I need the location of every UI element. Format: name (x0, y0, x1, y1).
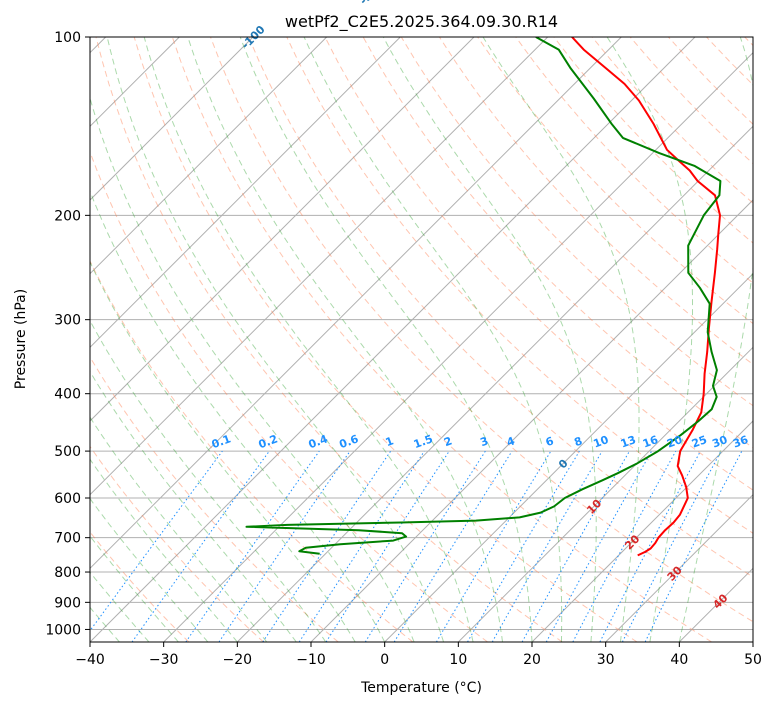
isotherm-line (0, 37, 400, 642)
x-tick-label: 0 (380, 652, 389, 668)
y-tick-label: 600 (54, 491, 81, 507)
dry-adiabat-line (745, 37, 775, 642)
isotherm-line (0, 37, 474, 642)
y-axis-label: Pressure (hPa) (13, 289, 29, 389)
mixing-ratio-label: 13 (619, 433, 638, 450)
isotherm-line (753, 37, 775, 642)
mixing-ratio-label: 2 (442, 434, 454, 449)
x-tick-label: 20 (523, 652, 541, 668)
x-tick-label: −30 (149, 652, 179, 668)
x-tick-label: −20 (223, 652, 253, 668)
mixing-ratio-line (365, 451, 485, 642)
mixing-ratio-label: 8 (572, 434, 584, 449)
mixing-ratio-label: 36 (731, 433, 750, 451)
mixing-ratio-label: 4 (505, 434, 517, 449)
profile-lines-layer (247, 37, 721, 555)
isotherm-line (458, 37, 775, 642)
mixing-ratio-label: 0.1 (210, 432, 233, 451)
dry-adiabat-line (668, 37, 775, 642)
x-tick-label: 50 (744, 652, 762, 668)
mixing-ratio-label: 6 (544, 434, 556, 449)
isotherm-line (0, 37, 327, 642)
mixing-ratio-line (219, 451, 350, 642)
moist-adiabat-line (0, 37, 208, 642)
isotherm-line (679, 37, 775, 642)
dry-adiabat-line (592, 37, 775, 642)
dry-adiabat-line (20, 37, 413, 642)
isotherm-label: -90 (357, 0, 380, 7)
mixing-ratio-label: 0.2 (257, 432, 280, 451)
mixing-ratio-label: 3 (478, 434, 490, 449)
y-tick-label: 200 (54, 208, 81, 224)
mixing-ratio-line (600, 451, 701, 642)
mixing-ratio-line (326, 451, 449, 642)
isotherm-line (311, 37, 775, 642)
isotherm-label: 20 (622, 532, 642, 552)
background-lines-layer (0, 37, 775, 642)
isotherm-line (237, 37, 775, 642)
y-tick-label: 1000 (45, 622, 81, 638)
mixing-ratio-line (468, 451, 580, 642)
mixing-ratio-label: 25 (690, 433, 709, 450)
dry-adiabat-line (134, 37, 637, 642)
mixing-ratio-label: 16 (641, 433, 660, 451)
dry-adiabat-line (0, 37, 264, 642)
dry-adiabat-line (554, 37, 775, 642)
dry-adiabat-line (0, 37, 338, 642)
x-tick-label: 30 (597, 652, 615, 668)
moist-adiabat-line (304, 37, 562, 642)
y-tick-label: 400 (54, 387, 81, 403)
mixing-ratio-label: 1 (384, 434, 396, 449)
dry-adiabat-line (58, 37, 488, 642)
mixing-ratio-line (82, 451, 223, 642)
y-tick-label: 800 (54, 565, 81, 581)
x-tick-label: −10 (296, 652, 326, 668)
plot-frame (90, 37, 753, 642)
moist-adiabat-line (240, 37, 532, 642)
y-tick-label: 300 (54, 313, 81, 329)
y-tick-label: 100 (54, 30, 81, 46)
x-tick-label: 40 (670, 652, 688, 668)
mixing-ratio-label: 0.4 (307, 432, 330, 451)
x-tick-label: 10 (449, 652, 467, 668)
isotherm-label: 10 (584, 497, 604, 517)
x-tick-label: −40 (75, 652, 105, 668)
isotherm-line (0, 37, 253, 642)
moist-adiabat-line (188, 37, 503, 642)
isotherm-line (90, 37, 695, 642)
mixing-ratio-line (522, 451, 629, 642)
y-tick-label: 500 (54, 444, 81, 460)
isotherm-line (385, 37, 775, 642)
moist-adiabat-line (0, 37, 237, 642)
chart-title: wetPf2_C2E5.2025.364.09.30.R14 (285, 12, 558, 32)
dry-adiabat-line (707, 37, 775, 642)
temperature-profile-line (572, 37, 720, 555)
mixing-ratio-label: 10 (592, 433, 611, 451)
y-tick-label: 900 (54, 595, 81, 611)
moist-adiabat-line (144, 37, 473, 642)
moist-adiabat-line (607, 37, 692, 642)
isotherm-line (164, 37, 769, 642)
y-tick-label: 700 (54, 531, 81, 547)
isotherm-line (16, 37, 621, 642)
x-axis-label: Temperature (°C) (360, 680, 482, 696)
